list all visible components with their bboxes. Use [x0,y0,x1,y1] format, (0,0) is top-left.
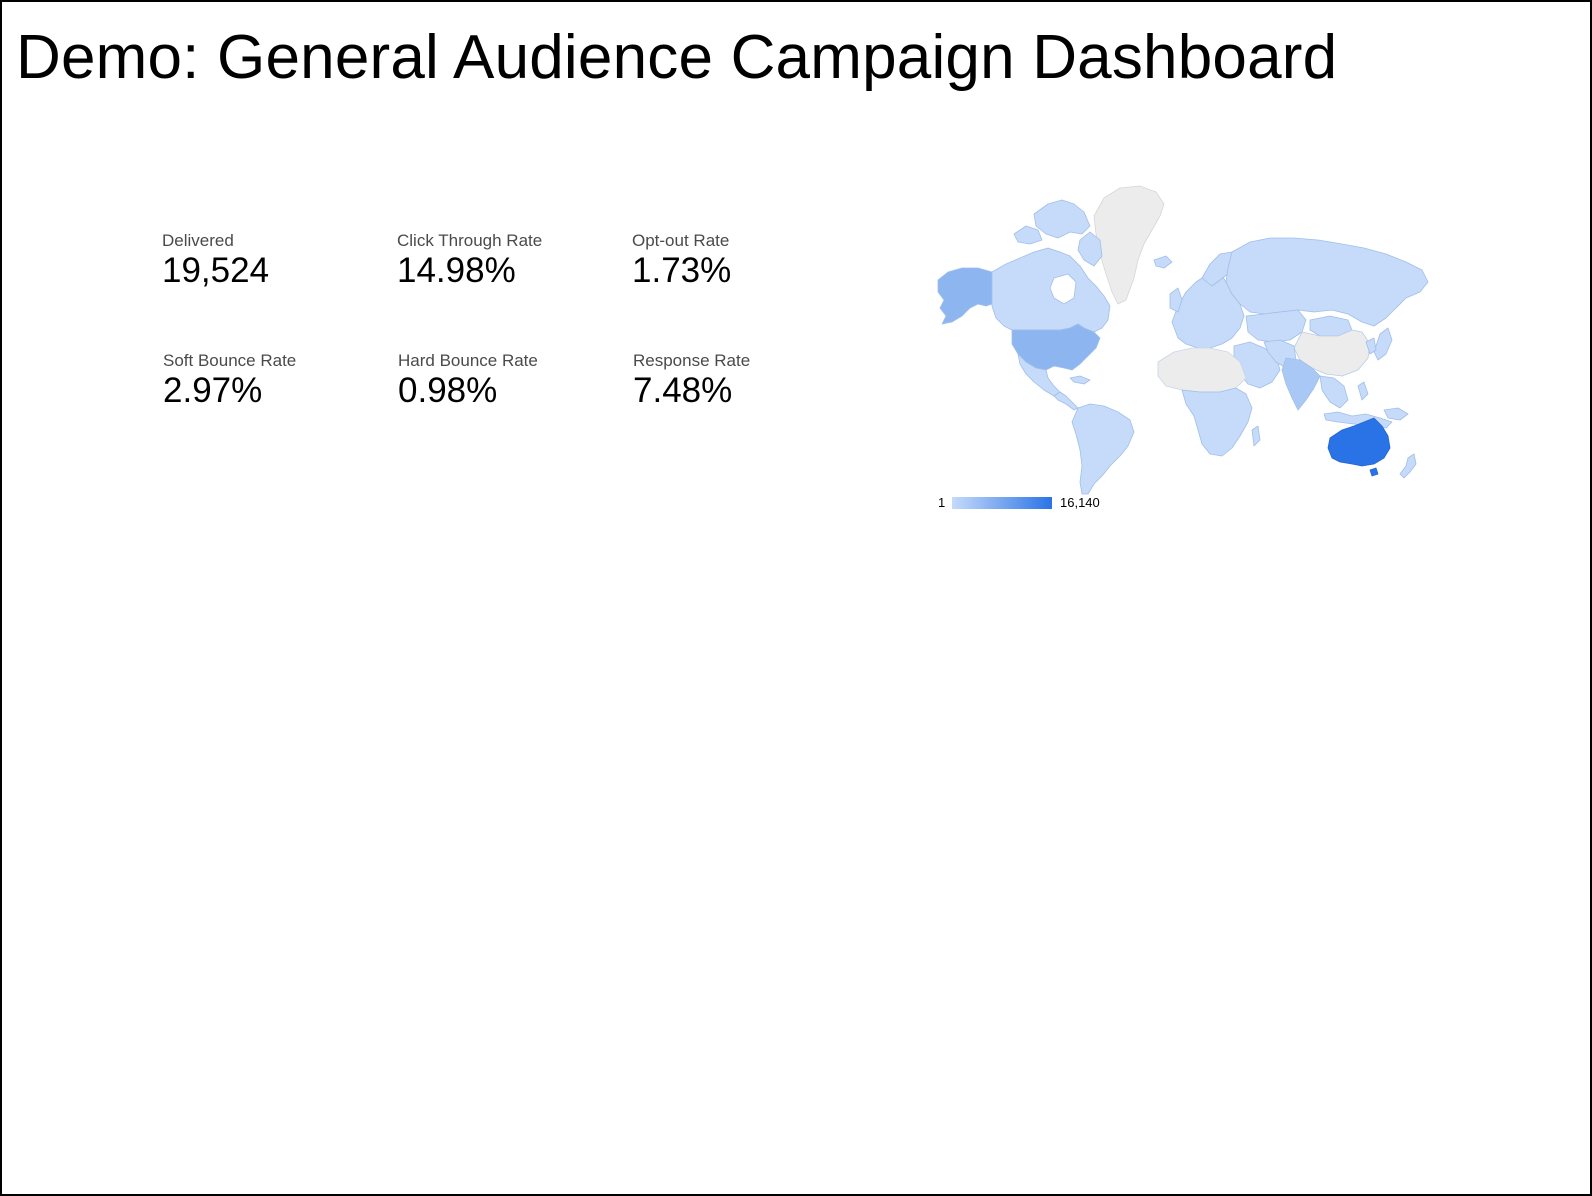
map-region-papua-new-guinea[interactable] [1383,407,1409,421]
legend-max-label: 16,140 [1060,495,1100,510]
scorecard-value: 7.48% [633,371,733,410]
map-region-caribbean[interactable] [1069,375,1091,385]
page-title: Demo: General Audience Campaign Dashboar… [16,23,1338,92]
scorecard-label: Delivered [162,231,234,250]
legend-min-label: 1 [938,495,946,510]
map-region-alaska[interactable] [937,267,993,325]
map-region-arctic-islands-west[interactable] [1013,225,1043,245]
map-hudson-bay [1049,273,1077,305]
world-map[interactable] [934,182,1434,497]
scorecard-value: 14.98% [397,251,516,290]
scorecard-label: Click Through Rate [397,231,543,250]
map-region-greenland[interactable] [1093,185,1165,305]
geo-map-chart[interactable]: 1 16,140 [934,182,1434,517]
scorecard-label: Response Rate [633,351,751,370]
map-region-baffin-island[interactable] [1077,231,1103,267]
map-region-africa[interactable] [1181,387,1253,457]
map-region-central-america[interactable] [1053,391,1079,411]
map-region-philippines[interactable] [1357,381,1369,401]
map-region-arctic-islands[interactable] [1033,199,1091,239]
scorecard-value: 2.97% [163,371,263,410]
map-region-madagascar[interactable] [1251,425,1261,447]
map-region-australia[interactable] [1327,417,1391,467]
scorecard-value: 1.73% [632,251,732,290]
map-region-southeast-asia[interactable] [1319,375,1349,409]
map-region-japan[interactable] [1373,327,1393,361]
scorecard-opt-out-rate: Opt-out Rate 1.73% [632,231,842,291]
map-region-tasmania[interactable] [1369,467,1379,477]
scorecard-value: 19,524 [162,251,270,290]
scorecard-soft-bounce-rate: Soft Bounce Rate 2.97% [163,351,373,411]
scorecard-label: Soft Bounce Rate [163,351,297,370]
scorecard-value: 0.98% [398,371,498,410]
scorecard-response-rate: Response Rate 7.48% [633,351,843,411]
scorecard-delivered: Delivered 19,524 [162,231,372,291]
legend-gradient-bar [952,497,1052,509]
map-legend: 1 16,140 [934,494,1134,512]
scorecard-label: Hard Bounce Rate [398,351,538,370]
scorecard-click-through-rate: Click Through Rate 14.98% [397,231,607,291]
map-region-north-africa[interactable] [1157,347,1247,393]
scorecard-label: Opt-out Rate [632,231,730,250]
map-region-new-zealand[interactable] [1399,453,1417,479]
map-region-iceland[interactable] [1153,255,1173,269]
map-region-korea[interactable] [1365,337,1377,355]
map-region-russia[interactable] [1225,237,1429,327]
map-region-india[interactable] [1281,357,1321,411]
scorecard-hard-bounce-rate: Hard Bounce Rate 0.98% [398,351,608,411]
map-region-central-asia[interactable] [1245,309,1307,343]
map-region-united-kingdom[interactable] [1169,287,1183,313]
map-region-south-america[interactable] [1071,403,1135,495]
map-region-europe[interactable] [1171,271,1245,349]
